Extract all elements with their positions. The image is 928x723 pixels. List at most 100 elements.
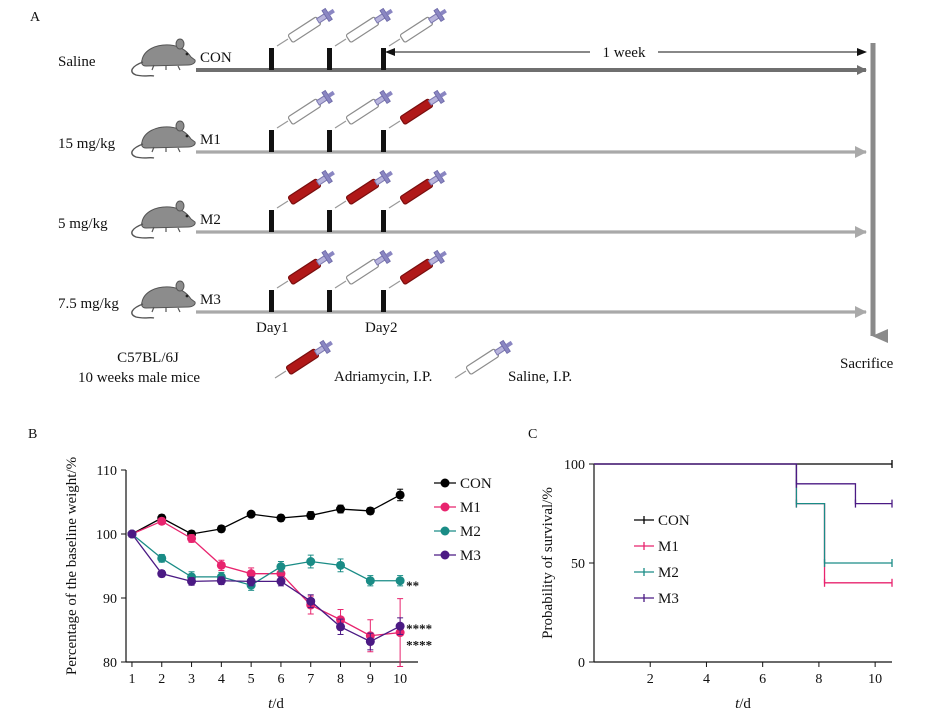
data-point [365,576,375,586]
survival-step-line [594,463,892,505]
series-line [131,533,401,586]
sacrifice-label: Sacrifice [840,356,894,372]
x-axis-label-italic: t [268,696,273,712]
x-tick-label: 8 [815,672,822,687]
significance-label: ** [406,578,419,593]
x-tick-label: 2 [647,672,654,687]
series-m1 [594,463,893,587]
data-point [187,576,197,586]
x-axis-label: t/d [735,696,751,712]
injection-tick [381,130,386,152]
data-point [157,516,167,526]
x-tick-label: 4 [218,672,225,687]
group-name: CON [200,50,232,66]
data-point [306,596,316,606]
data-point [336,504,346,514]
group-row-m3: 7.5 mg/kg M3 [58,249,867,319]
series-line [131,533,401,643]
saline-syringe-icon [334,7,394,47]
series-line [131,494,401,535]
legend-marker [440,550,450,560]
series-con [127,488,405,539]
legend-label: M2 [460,524,481,540]
dose-label: 5 mg/kg [58,216,108,232]
y-tick-label: 50 [571,557,585,572]
survival-step-line [594,463,892,564]
adriamycin-syringe-icon [388,89,448,129]
data-point [276,562,286,572]
data-point [157,553,167,563]
data-point [216,524,226,534]
series-m2 [127,529,405,591]
dose-label: 7.5 mg/kg [58,296,119,312]
y-axis-label: Probability of survival/% [540,487,556,639]
saline-syringe-icon [276,89,336,129]
x-axis-label-italic: t [735,696,740,712]
data-point [336,622,346,632]
adriamycin-syringe-icon [388,249,448,289]
x-tick-label: 10 [393,672,407,687]
legend-saline: Saline, I.P. [508,369,572,385]
mouse-icon [131,280,196,319]
legend-label: M1 [658,539,679,555]
panel-b: B 80 90 100 110 1 2 3 4 5 6 7 8 9 10 Percentage of the… [28,427,492,712]
x-tick-label: 10 [868,672,882,687]
x-tick-label: 2 [158,672,165,687]
group-row-con: Saline CON [58,7,867,77]
x-axis-label: t/d [268,696,284,712]
saline-syringe-icon [334,249,394,289]
panel-b-label: B [28,427,37,442]
injection-tick [269,290,274,312]
day1-label: Day1 [256,320,289,336]
x-tick-label: 5 [248,672,255,687]
injection-tick [327,210,332,232]
panel-c: C 0 50 100 2 4 6 8 10 Probability of survival/% t… [528,427,893,712]
x-tick-label: 7 [307,672,314,687]
adriamycin-syringe-icon [388,169,448,209]
legend-label: M3 [460,548,481,564]
data-point [246,576,256,586]
injection-tick [381,48,386,70]
data-point [276,576,286,586]
significance-label: **** [406,621,432,636]
injection-tick [269,210,274,232]
x-tick-label: 9 [367,672,374,687]
y-tick-label: 80 [103,656,117,671]
injection-tick [327,130,332,152]
data-point [216,560,226,570]
survival-step-line [594,463,892,584]
group-name: M3 [200,292,221,308]
y-tick-label: 110 [97,464,117,479]
adriamycin-syringe-icon [334,169,394,209]
saline-syringe-icon [334,89,394,129]
data-point [336,560,346,570]
mouse-icon [131,200,196,239]
x-tick-label: 3 [188,672,195,687]
y-tick-label: 100 [564,458,585,473]
saline-syringe-icon [454,339,514,379]
data-point [365,637,375,647]
legend-label: CON [658,513,690,529]
data-point [127,529,137,539]
week-label: 1 week [603,45,646,61]
injection-tick [381,290,386,312]
panel-a: A Saline CON 15 mg/kg M1 5 mg/kg M2 7.5 mg/kg M… [30,7,894,386]
data-point [216,576,226,586]
x-tick-label: 8 [337,672,344,687]
data-point [276,513,286,523]
legend-label: CON [460,476,492,492]
injection-tick [327,290,332,312]
x-tick-label: 1 [128,672,135,687]
data-point [395,576,405,586]
legend-label: M1 [460,500,481,516]
data-point [395,490,405,500]
x-tick-label: 6 [277,672,284,687]
dose-label: 15 mg/kg [58,136,116,152]
series-m2 [594,463,893,567]
y-tick-label: 0 [578,656,585,671]
data-point [365,506,375,516]
group-row-m2: 5 mg/kg M2 [58,169,867,239]
x-tick-label: 6 [759,672,766,687]
injection-tick [381,210,386,232]
